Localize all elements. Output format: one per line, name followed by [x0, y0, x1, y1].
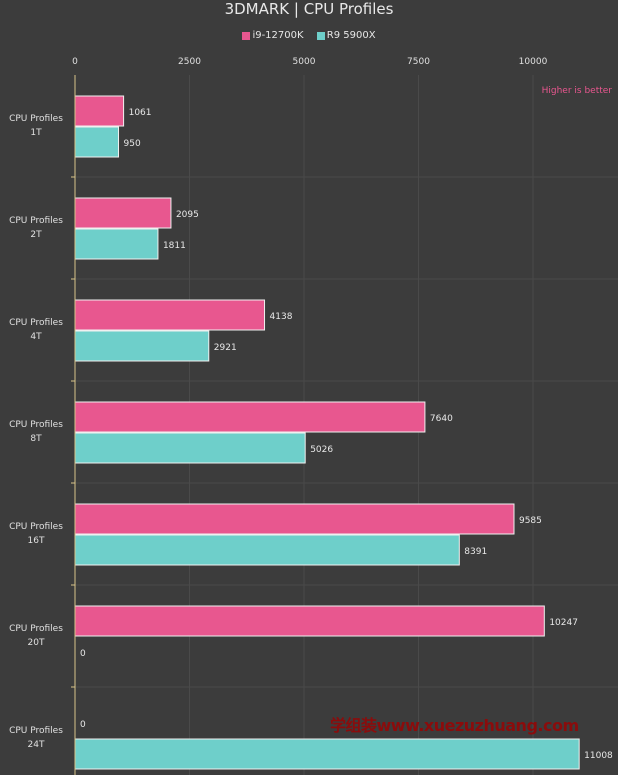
bar	[74, 432, 306, 464]
bar	[74, 503, 515, 535]
x-tick-label: 5000	[293, 57, 316, 67]
bar	[74, 299, 266, 331]
bar	[74, 401, 426, 433]
category-label: CPU Profiles	[9, 318, 63, 328]
bar	[74, 605, 545, 637]
annotation: Higher is better	[541, 86, 612, 96]
legend: i9-12700K R9 5900X	[0, 30, 618, 43]
x-tick-label: 7500	[407, 57, 430, 67]
legend-label: i9-12700K	[252, 30, 304, 41]
data-label: 1811	[163, 241, 186, 251]
category-label: CPU Profiles	[9, 114, 63, 124]
bar	[74, 126, 120, 158]
category-label: 20T	[28, 638, 45, 648]
legend-label: R9 5900X	[326, 30, 376, 41]
data-label: 7640	[430, 414, 453, 424]
category-label: 16T	[28, 536, 45, 546]
category-label: CPU Profiles	[9, 420, 63, 430]
data-label: 5026	[310, 445, 333, 455]
data-label: 0	[80, 649, 86, 659]
data-label: 2921	[214, 343, 237, 353]
x-tick-label: 10000	[519, 57, 548, 67]
data-label: 8391	[464, 547, 487, 557]
legend-swatch	[242, 31, 251, 40]
category-label: 1T	[30, 128, 42, 138]
data-label: 1061	[129, 108, 152, 118]
bar	[74, 330, 210, 362]
category-label: 2T	[30, 230, 42, 240]
data-label: 2095	[176, 210, 199, 220]
category-label: CPU Profiles	[9, 522, 63, 532]
bar	[74, 228, 159, 260]
x-tick-label: 2500	[178, 57, 201, 67]
data-label: 950	[124, 139, 141, 149]
watermark: 学组装www.xuezuzhuang.com	[330, 716, 579, 735]
category-label: CPU Profiles	[9, 216, 63, 226]
chart-title: 3DMARK | CPU Profiles	[224, 0, 394, 18]
category-label: CPU Profiles	[9, 624, 63, 634]
bar	[74, 738, 580, 770]
legend-swatch	[316, 31, 325, 40]
category-label: 8T	[30, 434, 42, 444]
bar	[74, 197, 172, 229]
data-label: 11008	[584, 751, 613, 761]
data-label: 0	[80, 720, 86, 730]
data-label: 4138	[270, 312, 293, 322]
data-label: 9585	[519, 516, 542, 526]
data-label: 10247	[549, 618, 578, 628]
category-label: 24T	[28, 740, 45, 750]
legend-item-r9: R9 5900X	[316, 30, 376, 41]
category-label: 4T	[30, 332, 42, 342]
legend-item-i9: i9-12700K	[242, 30, 304, 41]
bar	[74, 534, 460, 566]
x-tick-label: 0	[72, 57, 78, 67]
category-label: CPU Profiles	[9, 726, 63, 736]
bar	[74, 95, 125, 127]
